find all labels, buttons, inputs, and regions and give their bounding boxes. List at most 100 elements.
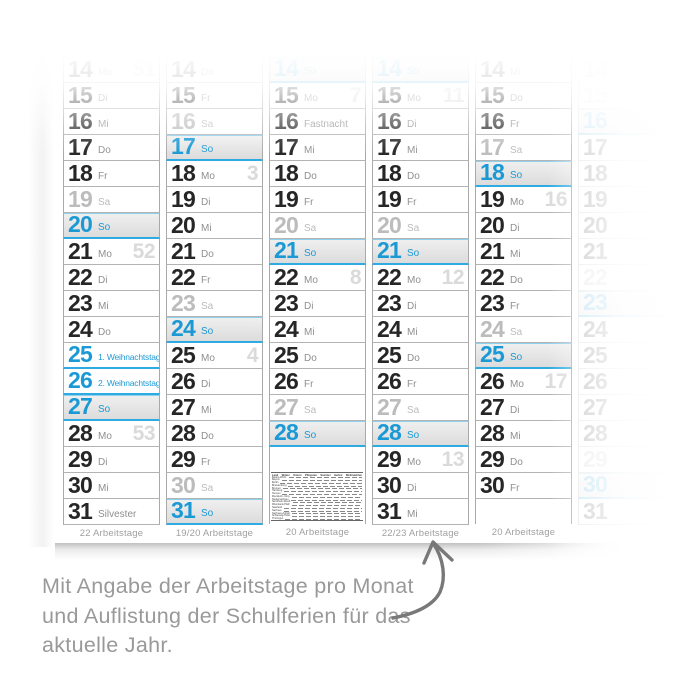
day-cell: 23 Sa (166, 291, 263, 317)
schulferien-dates-fineprint (291, 513, 362, 515)
day-cell: 28 So (269, 421, 366, 447)
day-cell: 30 Mi (63, 473, 160, 499)
day-cell: 22 Di (63, 265, 160, 291)
weekday-label: Mi (406, 509, 418, 520)
weekday-label: Di (406, 301, 417, 312)
weekday-label: So (406, 248, 420, 259)
day-number: 29 (377, 447, 402, 472)
weekday-label: Mo (406, 457, 421, 468)
weekday-label: Fr (509, 483, 520, 494)
schulferien-table-row: Bayern (272, 479, 362, 482)
day-number: 20 (274, 213, 299, 238)
weekday-label: Mi (97, 301, 109, 312)
weekday-label: Fr (509, 301, 520, 312)
day-cell: 25 Mo 4 (166, 343, 263, 369)
weekday-label: Do (406, 171, 420, 182)
weekday-label: Mi (509, 249, 521, 260)
weekday-label: So (97, 404, 111, 415)
schulferien-dates-fineprint (284, 507, 362, 509)
day-cell: 23 Di (372, 291, 469, 317)
day-number: 25 (68, 343, 93, 367)
day-number: 28 (480, 421, 505, 446)
workdays-count-label: 19/20 Arbeitstage (175, 528, 254, 539)
day-number: 28 (171, 421, 196, 446)
weekday-label: Do (97, 327, 111, 338)
day-number: 24 (377, 317, 402, 342)
day-number: 20 (68, 213, 93, 237)
day-number: 23 (480, 291, 505, 316)
schulferien-dates-fineprint (283, 510, 362, 512)
weekday-label: Sa (200, 483, 214, 494)
weekday-label: Mo (97, 431, 112, 442)
day-number: 24 (274, 317, 299, 342)
week-number: 4 (246, 344, 259, 367)
weekday-label: Di (406, 483, 417, 494)
weekday-label: Sa (406, 405, 420, 416)
weekday-label: Mo (509, 197, 524, 208)
day-cell: 18 Do (269, 161, 366, 187)
day-number: 18 (377, 161, 402, 186)
schulferien-dates-fineprint (291, 505, 362, 507)
schulferien-dates-fineprint (284, 491, 362, 493)
schulferien-table-row: Niedersachsen (272, 498, 362, 502)
empty-area: Land Winter Ostern Pfingsten Sommer Herbst Wei… (269, 447, 366, 524)
schulferien-state-name: Mecklenb.-Vorp. (272, 494, 291, 498)
weekday-label: Mo (303, 275, 318, 286)
schulferien-state-name: Saarland (272, 506, 283, 509)
day-number: 31 (68, 499, 93, 524)
weekday-label: Fr (406, 379, 417, 390)
day-cell: 22 Mo 8 (269, 265, 366, 291)
day-cell: 28 Do (166, 421, 263, 447)
day-cell: 18 Mo 3 (166, 161, 263, 187)
day-cell: 31 Mi (372, 499, 469, 525)
right-fade-overlay (548, 0, 690, 560)
day-cell: 20 Sa (372, 213, 469, 239)
day-number: 20 (377, 213, 402, 238)
schulferien-table-row: Nordrhein-Westf. (272, 501, 362, 504)
day-cell: 31 So (166, 499, 263, 525)
weekday-label: Mi (200, 223, 212, 234)
day-cell: 24 Do (63, 317, 160, 343)
day-number: 19 (68, 187, 93, 212)
day-cell: 21 Mo 52 (63, 239, 160, 265)
day-cell: 27 So (63, 395, 160, 421)
day-number: 31 (377, 499, 402, 524)
day-number: 26 (480, 369, 505, 394)
day-number: 22 (171, 265, 196, 290)
weekday-label: Di (200, 379, 211, 390)
schulferien-state-name: Hessen (272, 492, 281, 496)
weekday-label: Di (200, 197, 211, 208)
weekday-label: Sa (303, 405, 317, 416)
weekday-label: 1. Weihnachtstag (97, 352, 160, 362)
weekday-label: Do (303, 353, 317, 364)
weekday-label: Mi (509, 431, 521, 442)
day-cell: 29 Fr (166, 447, 263, 473)
schulferien-dates-fineprint (285, 518, 362, 520)
day-cell: 27 Mi (166, 395, 263, 421)
workdays-count-label: 22/23 Arbeitstage (381, 528, 460, 539)
weekday-label: Do (200, 249, 214, 260)
schulferien-table-row: Mecklenb.-Vorp. (272, 494, 362, 499)
weekday-label: Sa (406, 223, 420, 234)
day-number: 26 (68, 369, 93, 393)
workdays-count-label: 20 Arbeitstage (285, 527, 350, 538)
schulferien-state-name: Rheinland-Pfalz (272, 503, 290, 507)
day-cell: 28 Mo 53 (63, 421, 160, 447)
schulferien-table-row: Hessen (272, 493, 362, 496)
schulferien-table-row: Bremen (272, 486, 362, 491)
schulferien-header-cell: Herbst (334, 473, 343, 477)
weekday-label: Fr (303, 197, 314, 208)
day-cell: 24 Mi (372, 317, 469, 343)
day-cell: 25 Do (372, 343, 469, 369)
schulferien-state-name: Bremen (272, 486, 281, 490)
weekday-label: Mo (97, 249, 112, 260)
schulferien-state-name: Nordrhein-Westf. (272, 500, 291, 504)
day-number: 29 (480, 447, 505, 472)
weekday-label: So (303, 248, 317, 259)
weekday-label: So (200, 508, 214, 519)
schulferien-state-name: Thüringen (272, 517, 284, 521)
day-cell: 31 Silvester (63, 499, 160, 525)
schulferien-table-row: Rheinland-Pfalz (272, 504, 362, 507)
schulferien-state-name: Bayern (272, 478, 280, 482)
day-number: 29 (68, 447, 93, 472)
